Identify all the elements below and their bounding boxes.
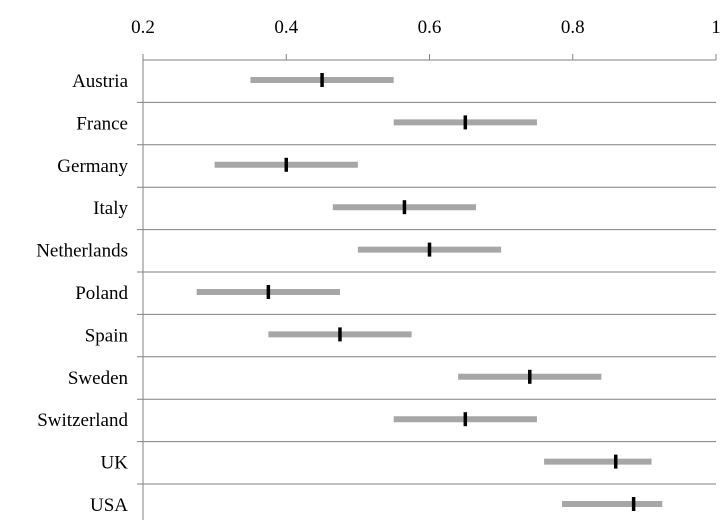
category-label: Austria <box>72 71 129 92</box>
category-label: UK <box>101 453 129 474</box>
category-label: Poland <box>75 283 128 304</box>
category-label: Switzerland <box>37 410 128 431</box>
x-tick-label: 0.4 <box>274 17 298 38</box>
label-layer: 0.2 0.4 0.6 0.8 1 Austria France Germany Italy Ne… <box>36 17 721 516</box>
category-label: Spain <box>85 325 129 346</box>
x-tick-label: 0.2 <box>131 17 155 38</box>
category-label: France <box>76 113 128 134</box>
category-label: Italy <box>93 198 128 219</box>
category-label: USA <box>90 495 128 516</box>
category-label: Germany <box>57 156 128 177</box>
range-bar-layer <box>196 73 663 511</box>
category-label: Sweden <box>68 368 129 389</box>
axis-layer <box>137 54 717 520</box>
x-tick-label: 0.6 <box>418 17 442 38</box>
x-tick-label: 1 <box>711 17 721 38</box>
category-label: Netherlands <box>36 241 128 262</box>
x-tick-label: 0.8 <box>561 17 585 38</box>
